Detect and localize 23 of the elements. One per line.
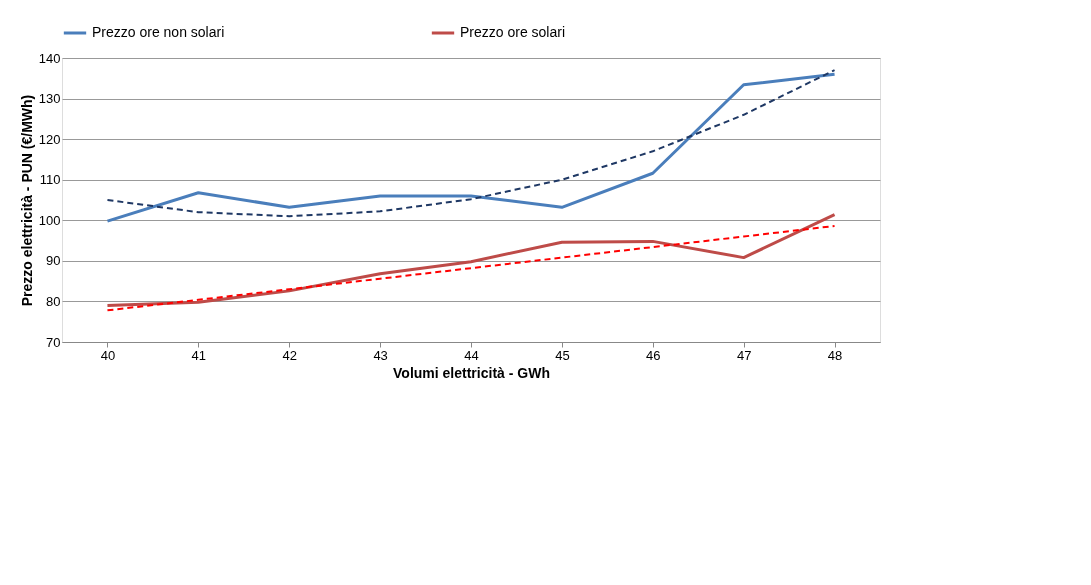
legend-label: Prezzo ore non solari (92, 24, 225, 40)
x-tick-label: 41 (191, 347, 207, 363)
x-tick-label: 46 (646, 347, 661, 363)
legend-label: Prezzo ore solari (460, 24, 566, 40)
x-tick-label: 47 (736, 347, 752, 363)
y-tick-label: 80 (46, 293, 61, 309)
x-tick-label: 43 (373, 347, 388, 363)
y-tick-label: 90 (46, 253, 61, 269)
y-tick-label: 70 (46, 334, 61, 350)
x-tick-label: 44 (464, 347, 479, 363)
y-axis-title: Prezzo elettricità - PUN (€/MWh) (18, 94, 35, 307)
line-series (106, 224, 836, 312)
y-tick-label: 130 (38, 91, 61, 107)
x-tick-label: 40 (100, 347, 116, 363)
line-series (105, 213, 837, 307)
x-tick-label: 42 (282, 347, 297, 363)
y-tick-label: 110 (39, 172, 61, 188)
x-tick-label: 48 (827, 347, 843, 363)
x-axis-title: Volumi elettricità - GWh (393, 364, 550, 381)
x-tick-label: 45 (555, 347, 570, 363)
y-tick-label: 120 (38, 131, 61, 147)
y-tick-label: 140 (38, 50, 61, 66)
y-tick-label: 100 (38, 212, 61, 228)
